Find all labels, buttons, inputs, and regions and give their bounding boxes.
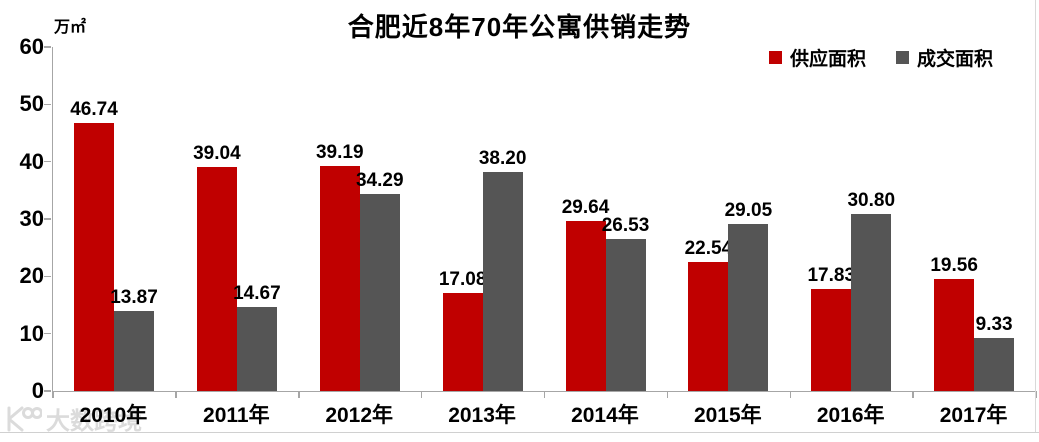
bar-group: 39.19 34.29 — [299, 47, 422, 391]
sold-bar — [974, 337, 1015, 391]
y-axis-tick-label: 0 — [31, 378, 44, 403]
y-axis-tick-label: 30 — [19, 206, 44, 231]
bar-group: 39.04 14.67 — [176, 47, 299, 391]
supply-bar — [934, 278, 975, 391]
bar-group: 17.08 38.20 — [422, 47, 545, 391]
supply-bar — [196, 167, 237, 391]
supply-legend-swatch-icon — [768, 51, 782, 64]
sold-bar — [728, 224, 769, 391]
x-axis-tick — [1035, 391, 1037, 398]
bar-group: 19.56 9.33 — [913, 47, 1036, 391]
plot-area: 46.74 13.87 39.04 14.67 39.19 34.29 17.08 38.20… — [44, 46, 1037, 398]
x-axis-tick — [420, 391, 423, 398]
x-axis-label: 2012年 — [325, 404, 394, 427]
bar-group: 22.54 29.05 — [667, 47, 790, 391]
chart-title: 合肥近8年70年公寓供销走势 — [347, 12, 692, 42]
chart-right-border — [1035, 0, 1036, 433]
legend-item-sold: 成交面积 — [895, 44, 993, 71]
bar-value-label: 29.64 — [561, 197, 610, 219]
bar-value-label: 17.83 — [807, 264, 856, 286]
supply-bar — [442, 293, 483, 391]
bar-group: 46.74 13.87 — [53, 47, 176, 391]
x-axis-tick — [543, 391, 546, 398]
bar-value-label: 46.74 — [70, 99, 118, 121]
sold-bar — [605, 238, 646, 391]
sold-bar — [359, 194, 400, 391]
bar-value-label: 26.53 — [601, 214, 650, 236]
sold-bar — [114, 311, 154, 391]
sold-legend-swatch-icon — [895, 51, 909, 64]
y-axis-tick — [44, 46, 51, 48]
x-axis-label: 2016年 — [816, 404, 885, 427]
x-axis-label: 2015年 — [693, 404, 762, 427]
y-axis-tick — [44, 275, 51, 278]
bar-value-label: 9.33 — [975, 313, 1013, 335]
bar-group: 29.64 26.53 — [545, 47, 668, 391]
x-axis-label: 2017年 — [939, 404, 1008, 427]
supply-legend-label: 供应面积 — [789, 49, 866, 70]
x-axis-label: 2010年 — [79, 404, 148, 427]
bar-value-label: 30.80 — [847, 190, 896, 212]
x-axis-tick — [175, 391, 177, 398]
bar-group: 17.83 30.80 — [790, 47, 913, 391]
x-axis-tick — [298, 391, 300, 398]
sold-bar — [851, 214, 892, 391]
supply-bar — [565, 221, 606, 391]
x-axis-label: 2011年 — [203, 404, 270, 427]
bar-value-label: 13.87 — [110, 287, 158, 309]
y-axis-tick — [44, 218, 51, 220]
y-axis-tick — [44, 332, 51, 335]
bar-value-label: 29.05 — [724, 200, 773, 222]
chart-bottom-border — [0, 432, 1039, 433]
bar-value-label: 39.04 — [193, 143, 241, 165]
y-axis-tick-label: 60 — [19, 34, 44, 59]
supply-bar — [74, 123, 114, 391]
sold-bar — [482, 172, 523, 391]
bar-value-label: 34.29 — [355, 170, 404, 192]
legend-item-supply: 供应面积 — [768, 44, 866, 71]
legend: 供应面积 成交面积 — [768, 44, 993, 71]
bar-value-label: 22.54 — [684, 237, 733, 259]
sold-legend-label: 成交面积 — [916, 49, 993, 70]
bar-value-label: 17.08 — [438, 269, 487, 291]
bar-value-label: 19.56 — [930, 254, 978, 276]
x-axis-tick — [52, 391, 54, 398]
y-axis-tick — [44, 160, 51, 163]
y-axis-tick-label: 50 — [19, 91, 44, 117]
bar-value-label: 14.67 — [233, 282, 281, 304]
y-axis-tick — [44, 103, 51, 106]
y-axis-tick-label: 10 — [19, 320, 44, 346]
x-axis-tick — [666, 391, 669, 398]
watermark-logo-icon — [7, 406, 42, 431]
x-axis-tick — [912, 391, 914, 398]
bar-value-label: 39.19 — [315, 142, 364, 164]
supply-bar — [688, 261, 729, 391]
y-axis-unit-label: 万㎡ — [54, 19, 87, 36]
sold-bar — [236, 306, 277, 391]
y-axis-tick-label: 20 — [19, 263, 44, 289]
x-axis-label: 2014年 — [571, 404, 639, 427]
x-axis-tick — [789, 391, 791, 398]
y-axis-tick — [44, 390, 51, 392]
supply-bar — [811, 288, 852, 391]
y-axis-tick-label: 40 — [19, 148, 44, 174]
supply-bar — [319, 166, 360, 391]
bar-value-label: 38.20 — [478, 148, 527, 169]
x-axis-label: 2013年 — [448, 404, 516, 427]
